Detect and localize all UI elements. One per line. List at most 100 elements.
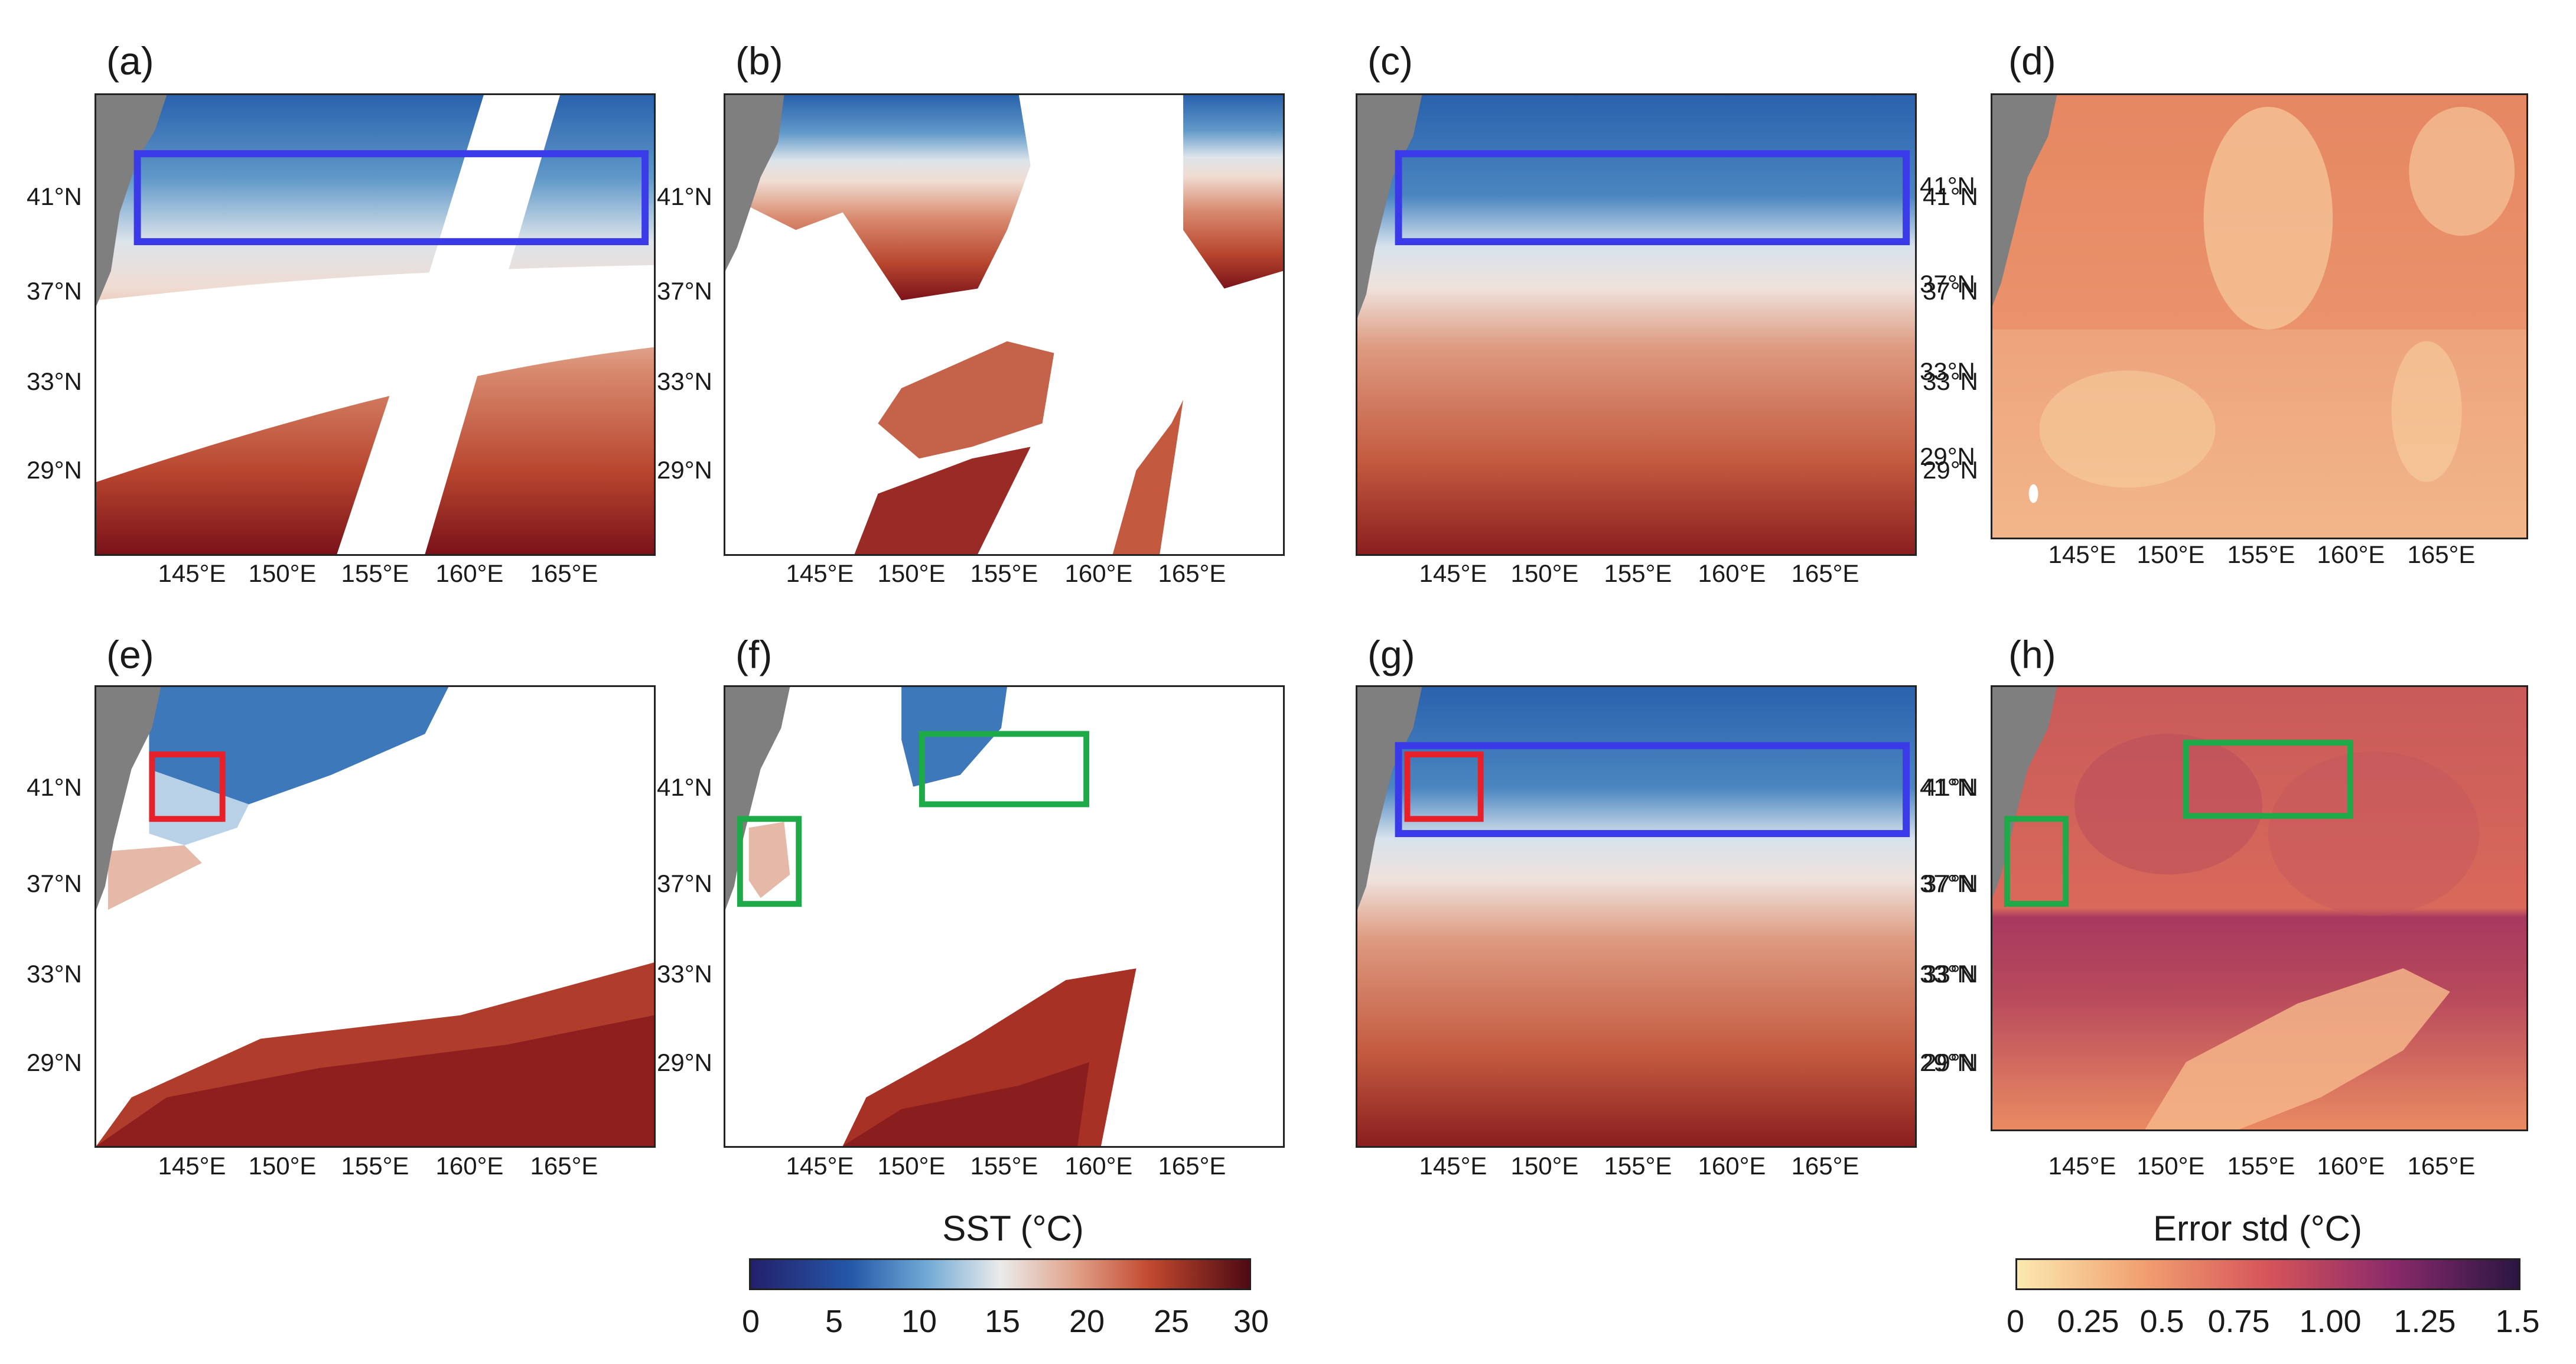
lon-label: 150°E [1510, 559, 1579, 587]
lon-label: 160°E [435, 559, 504, 587]
lon-label: 160°E [2317, 1152, 2385, 1180]
lat-label: 41°N [1920, 773, 1975, 801]
lat-label: 33°N [1923, 367, 1978, 395]
lon-label: 155°E [2227, 541, 2295, 568]
lat-label: 37°N [1920, 870, 1975, 897]
panel-label: (e) [106, 633, 154, 676]
lon-label: 145°E [1419, 559, 1487, 587]
lat-label: 41°N [1923, 183, 1978, 210]
lat-label: 33°N [1923, 960, 1978, 988]
error-map [1991, 93, 2528, 539]
error-colorbar-tick: 1.00 [2299, 1304, 2362, 1339]
lat-label: 29°N [27, 1049, 82, 1076]
sst-map [724, 93, 1285, 556]
sst-map [95, 93, 656, 556]
lon-label: 150°E [2137, 1152, 2205, 1180]
sst-map [1356, 685, 1917, 1148]
lon-label: 145°E [786, 559, 854, 587]
panel-label: (d) [2008, 39, 2056, 83]
sst-colorbar-tick: 5 [825, 1304, 844, 1339]
panel-label: (h) [2008, 633, 2056, 676]
lat-label: 37°N [1923, 277, 1978, 305]
lon-label: 165°E [2407, 1152, 2476, 1180]
lon-label: 165°E [1791, 1152, 1859, 1180]
lat-label: 41°N [1920, 172, 1975, 200]
lat-label: 41°N [27, 183, 82, 210]
lon-label: 150°E [877, 559, 946, 587]
lat-label: 37°N [657, 277, 712, 305]
lat-label: 41°N [1923, 773, 1978, 801]
lon-label: 155°E [1604, 559, 1672, 587]
panel-label: (a) [106, 39, 154, 83]
lon-label: 145°E [2048, 541, 2116, 568]
lat-label: 33°N [657, 960, 712, 988]
error-colorbar-tick: 0.25 [2057, 1304, 2119, 1339]
lat-label: 29°N [657, 1049, 712, 1076]
lon-label: 150°E [2137, 541, 2205, 568]
lon-label: 160°E [1698, 1152, 1766, 1180]
lon-label: 165°E [530, 1152, 598, 1180]
lon-label: 145°E [2048, 1152, 2116, 1180]
error-colorbar-tick: 0.75 [2207, 1304, 2270, 1339]
sst-colorbar-tick: 25 [1153, 1304, 1190, 1339]
lon-label: 160°E [1698, 559, 1766, 587]
lat-label: 33°N [1920, 357, 1975, 385]
lon-label: 150°E [1510, 1152, 1579, 1180]
sst-colorbar-tick: 30 [1233, 1304, 1269, 1339]
lat-label: 41°N [657, 183, 712, 210]
sst-colorbar-title: SST (°C) [942, 1209, 1084, 1248]
lat-label: 33°N [1920, 960, 1975, 988]
lat-label: 29°N [657, 456, 712, 484]
lat-label: 29°N [1923, 456, 1978, 484]
panel-label: (g) [1367, 633, 1415, 676]
lon-label: 155°E [2227, 1152, 2295, 1180]
sst-colorbar-tick: 15 [984, 1304, 1021, 1339]
error-colorbar-tick: 1.25 [2393, 1304, 2456, 1339]
lon-label: 160°E [1064, 559, 1133, 587]
sst-map [95, 685, 656, 1148]
lon-label: 160°E [2317, 541, 2385, 568]
lat-label: 37°N [657, 870, 712, 897]
lon-label: 165°E [530, 559, 598, 587]
lon-label: 155°E [970, 559, 1038, 587]
lat-label: 37°N [1923, 870, 1978, 897]
lon-label: 155°E [970, 1152, 1038, 1180]
panel-label: (f) [735, 633, 773, 676]
lat-label: 33°N [27, 367, 82, 395]
sst-map [1356, 93, 1917, 556]
sst-colorbar-tick: 20 [1069, 1304, 1105, 1339]
lon-label: 150°E [877, 1152, 946, 1180]
lat-label: 41°N [657, 773, 712, 801]
lat-label: 37°N [27, 870, 82, 897]
lat-label: 41°N [27, 773, 82, 801]
lon-label: 160°E [435, 1152, 504, 1180]
lon-label: 155°E [341, 1152, 409, 1180]
lon-label: 150°E [248, 1152, 317, 1180]
lon-label: 155°E [341, 559, 409, 587]
panel-label: (c) [1367, 39, 1413, 83]
lat-label: 29°N [27, 456, 82, 484]
lon-label: 160°E [1064, 1152, 1133, 1180]
lat-label: 37°N [1920, 270, 1975, 298]
sst-colorbar-tick: 0 [741, 1304, 760, 1339]
error-colorbar-gradient [2015, 1258, 2520, 1290]
lon-label: 145°E [158, 1152, 226, 1180]
error-map [1991, 685, 2528, 1131]
lon-label: 165°E [1158, 559, 1226, 587]
sst-colorbar-gradient [749, 1258, 1251, 1290]
lon-label: 165°E [2407, 541, 2476, 568]
lat-label: 29°N [1920, 442, 1975, 470]
lon-label: 165°E [1158, 1152, 1226, 1180]
panel-label: (b) [735, 39, 783, 83]
lon-label: 145°E [158, 559, 226, 587]
lat-label: 29°N [1920, 1049, 1975, 1076]
lon-label: 155°E [1604, 1152, 1672, 1180]
lat-label: 37°N [27, 277, 82, 305]
sst-colorbar-tick: 10 [901, 1304, 937, 1339]
lon-label: 165°E [1791, 559, 1859, 587]
lat-label: 33°N [27, 960, 82, 988]
lon-label: 145°E [1419, 1152, 1487, 1180]
sst-map [724, 685, 1285, 1148]
error-colorbar-title: Error std (°C) [2153, 1209, 2362, 1248]
lat-label: 33°N [657, 367, 712, 395]
